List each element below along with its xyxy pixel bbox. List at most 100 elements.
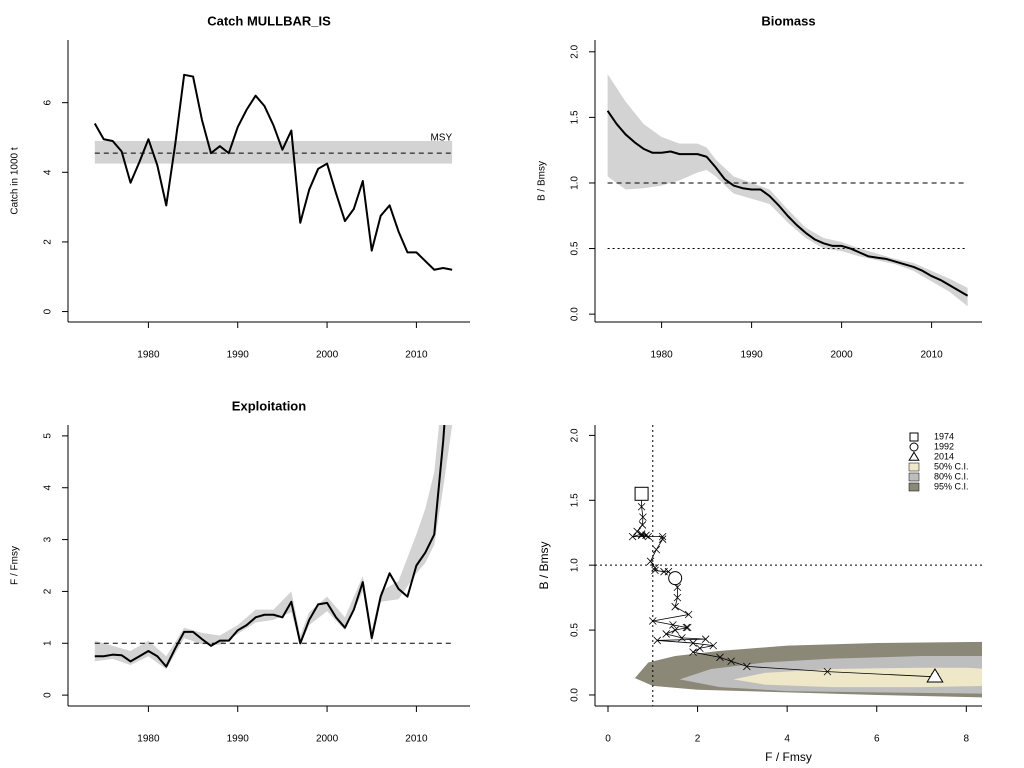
point-marker <box>701 635 710 643</box>
x-tick-label: 2010 <box>405 734 428 745</box>
x-tick-label: 2010 <box>405 350 428 361</box>
point-marker <box>671 602 679 611</box>
y-tick-label: 1 <box>43 640 54 646</box>
highlight-marker <box>926 668 944 683</box>
msy-label: MSY <box>430 133 452 144</box>
plot-area <box>94 425 453 670</box>
y-tick-label: 5 <box>43 433 54 439</box>
y-tick-label: 2 <box>43 239 54 245</box>
legend-label: 1992 <box>934 441 954 451</box>
y-axis-label: F / Fmsy <box>10 546 21 585</box>
y-tick-label: 0 <box>43 692 54 698</box>
legend-label: 50% C.I. <box>934 461 969 471</box>
point-marker <box>658 535 667 543</box>
legend-label: 80% C.I. <box>934 471 969 481</box>
x-tick-label: 2000 <box>830 350 853 361</box>
point-marker <box>689 639 697 647</box>
confidence-region <box>733 667 982 688</box>
y-tick-label: 2.0 <box>570 428 581 442</box>
plot-area <box>595 425 982 706</box>
point-marker <box>716 653 724 662</box>
point-marker <box>658 532 667 541</box>
legend-symbol <box>908 451 920 461</box>
panel-title: Biomass <box>761 13 815 28</box>
legend-symbol <box>909 432 919 442</box>
y-axis-label: B / Bmsy <box>537 541 551 589</box>
point-marker <box>638 521 647 529</box>
y-tick-label: 1.0 <box>570 176 581 190</box>
point-marker <box>662 630 671 638</box>
plot-area <box>93 73 453 271</box>
point-marker <box>689 648 697 656</box>
point-marker <box>823 667 832 676</box>
msy-band <box>94 140 453 164</box>
point-marker <box>648 617 657 625</box>
x-tick-label: 8 <box>964 734 970 745</box>
series-line <box>94 425 446 668</box>
legend-label: 1974 <box>934 431 954 441</box>
point-marker <box>652 545 661 554</box>
y-axis-label: B / Bmsy <box>537 161 548 201</box>
point-marker <box>628 532 637 541</box>
point-marker <box>639 513 647 521</box>
highlight-marker <box>634 486 649 501</box>
x-tick-label: 1990 <box>227 734 250 745</box>
series-line <box>93 73 453 271</box>
legend-label: 95% C.I. <box>934 481 969 491</box>
x-tick-label: 1980 <box>137 350 160 361</box>
y-axis-label: Catch in 1000 t <box>10 147 21 214</box>
legend-swatch <box>908 472 920 482</box>
x-tick-label: 2010 <box>920 350 943 361</box>
y-tick-label: 0.5 <box>570 241 581 255</box>
y-tick-label: 0.5 <box>570 623 581 637</box>
y-tick-label: 4 <box>43 169 54 175</box>
point-marker <box>673 593 682 602</box>
y-tick-label: 3 <box>43 536 54 542</box>
legend-label: 2014 <box>934 451 954 461</box>
confidence-band <box>607 74 968 307</box>
point-marker <box>637 502 646 511</box>
point-marker <box>637 530 646 538</box>
point-marker <box>633 527 641 536</box>
x-tick-label: 0 <box>605 734 611 745</box>
x-tick-label: 1980 <box>650 350 673 361</box>
point-marker <box>651 566 659 575</box>
x-axis-label: F / Fmsy <box>765 750 812 764</box>
x-tick-label: 2000 <box>316 350 339 361</box>
point-marker <box>684 610 693 619</box>
y-tick-label: 0.0 <box>570 688 581 702</box>
point-marker <box>682 623 691 632</box>
point-marker <box>646 557 655 566</box>
point-marker <box>671 626 679 634</box>
y-tick-label: 2.0 <box>570 44 581 58</box>
y-tick-label: 2 <box>43 588 54 594</box>
point-marker <box>651 563 659 572</box>
x-tick-label: 1990 <box>227 350 250 361</box>
point-marker <box>727 657 735 666</box>
y-tick-label: 6 <box>43 99 54 105</box>
y-tick-label: 0.0 <box>570 307 581 321</box>
legend-swatch <box>908 462 920 472</box>
x-tick-label: 1990 <box>740 350 763 361</box>
y-tick-label: 1.5 <box>570 110 581 124</box>
panel-title: Catch MULLBAR_IS <box>207 13 331 28</box>
x-tick-label: 6 <box>874 734 880 745</box>
point-marker <box>642 531 650 540</box>
point-marker <box>709 641 718 650</box>
y-tick-label: 0 <box>43 308 54 314</box>
highlight-marker <box>668 571 683 586</box>
point-marker <box>678 634 686 642</box>
x-tick-label: 1980 <box>137 734 160 745</box>
y-tick-label: 1.5 <box>570 493 581 507</box>
plot-area <box>606 74 969 307</box>
series-line <box>606 110 969 297</box>
point-marker <box>653 636 662 645</box>
panel-title: Exploitation <box>232 398 306 413</box>
point-marker <box>669 621 677 629</box>
point-marker <box>644 532 653 541</box>
x-tick-label: 2000 <box>316 734 339 745</box>
legend-symbol <box>909 442 919 452</box>
x-tick-label: 2 <box>695 734 701 745</box>
point-marker <box>696 644 704 653</box>
